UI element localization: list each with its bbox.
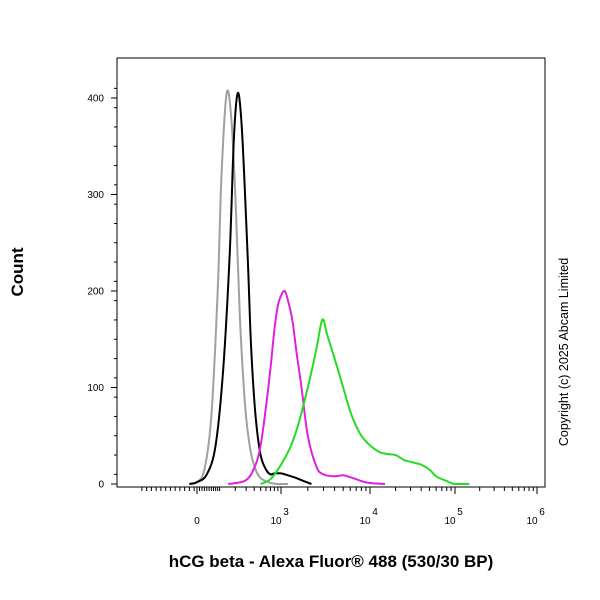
y-tick-label: 300	[87, 190, 104, 201]
copyright-notice: Copyright (c) 2025 Abcam Limited	[557, 258, 571, 446]
x-tick-exponent: 3	[283, 507, 289, 518]
series-grey-line	[189, 89, 288, 485]
y-tick-label: 200	[87, 287, 104, 298]
y-axis-ticks: 0 100 200 300 400	[87, 87, 117, 491]
y-tick-label: 400	[87, 94, 104, 105]
series-green-line	[260, 318, 470, 485]
x-tick-label: 10	[270, 516, 282, 527]
y-tick-label: 0	[98, 480, 104, 491]
series-black-line	[189, 91, 312, 485]
x-tick-label: 0	[194, 516, 200, 527]
x-tick-exponent: 5	[457, 507, 463, 518]
y-tick-label: 100	[87, 383, 104, 394]
plot-frame	[116, 57, 546, 488]
x-tick-label: 10	[526, 516, 538, 527]
plot-area-border	[116, 57, 546, 488]
x-tick-label: 10	[359, 516, 371, 527]
y-axis-title: Count	[8, 247, 27, 296]
x-tick-exponent: 4	[372, 507, 378, 518]
series-magenta-line	[228, 289, 386, 485]
x-axis-title: hCG beta - Alexa Fluor® 488 (530/30 BP)	[169, 552, 494, 571]
x-tick-label: 10	[444, 516, 456, 527]
series-layer	[189, 89, 470, 485]
x-tick-exponent: 6	[539, 507, 545, 518]
